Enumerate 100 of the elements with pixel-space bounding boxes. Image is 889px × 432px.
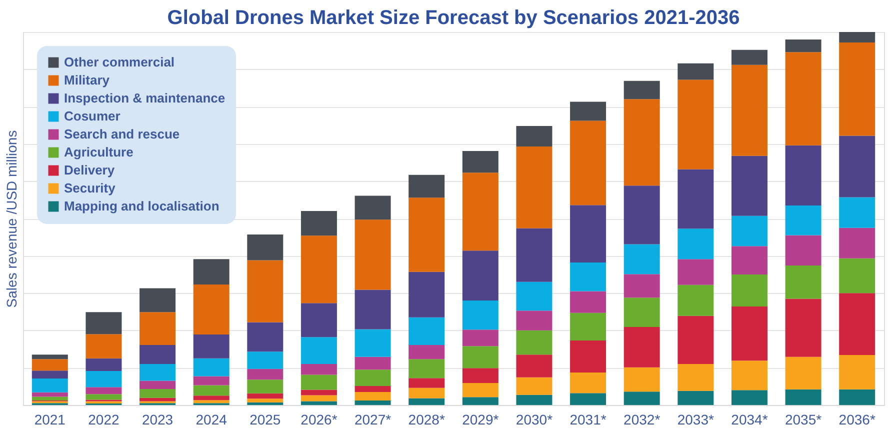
bar	[193, 376, 230, 386]
bar	[32, 354, 68, 360]
bar	[140, 312, 176, 345]
legend-label: Search and rescue	[64, 126, 180, 142]
bar	[408, 174, 445, 198]
bar	[624, 99, 660, 186]
bar	[193, 334, 230, 358]
bar	[408, 344, 445, 360]
bar	[678, 228, 714, 260]
x-tick-label: 2027*	[354, 412, 392, 428]
x-tick-label: 2029*	[462, 412, 500, 428]
bar	[570, 262, 606, 292]
bar	[193, 358, 230, 376]
bar	[731, 50, 768, 65]
bar	[839, 258, 876, 294]
bar	[678, 364, 714, 391]
bar	[300, 337, 337, 364]
legend-label: Other commercial	[64, 54, 175, 70]
bar	[140, 380, 176, 389]
bar	[32, 396, 68, 401]
bar	[140, 398, 176, 402]
bar	[839, 42, 876, 136]
bar	[785, 52, 822, 146]
bar	[785, 205, 822, 236]
bar	[731, 390, 768, 405]
bar	[247, 322, 284, 352]
bar	[247, 368, 284, 380]
bar	[247, 380, 284, 394]
bar	[408, 317, 445, 345]
bar	[408, 398, 445, 405]
bar	[678, 80, 714, 170]
bar	[462, 397, 498, 405]
bar	[408, 388, 445, 398]
bar	[570, 205, 606, 263]
legend-label: Delivery	[64, 162, 116, 178]
bar	[624, 392, 660, 405]
chart-title: Global Drones Market Size Forecast by Scenarios 2021-2036	[167, 7, 740, 29]
x-tick-label: 2031*	[570, 412, 607, 428]
bar	[516, 310, 552, 330]
x-tick-label: 2026*	[300, 412, 338, 428]
bar	[731, 64, 768, 156]
bar	[354, 392, 391, 401]
legend-label: Security	[64, 180, 116, 196]
bar	[839, 355, 876, 390]
bar	[731, 360, 768, 390]
x-tick-label: 2034*	[731, 412, 768, 428]
bar	[570, 102, 606, 121]
bar	[624, 327, 660, 368]
bar	[624, 80, 660, 100]
bar	[839, 293, 876, 356]
bar	[731, 306, 768, 361]
bar	[570, 291, 606, 313]
bar	[354, 386, 391, 392]
bar	[678, 63, 714, 80]
bar	[86, 371, 122, 388]
bar	[624, 244, 660, 274]
bar	[678, 284, 714, 316]
x-tick-label: 2023	[142, 412, 174, 428]
bar	[32, 392, 68, 397]
bar	[839, 389, 876, 405]
bar	[300, 211, 337, 236]
bar	[785, 39, 822, 52]
bar	[462, 250, 498, 301]
x-tick-label: 2025	[250, 412, 281, 428]
x-tick-label: 2035*	[784, 412, 822, 428]
bar	[354, 196, 391, 220]
bar	[354, 356, 391, 370]
x-tick-label: 2024	[196, 412, 228, 428]
bar	[32, 370, 68, 379]
x-tick-label: 2030*	[516, 412, 554, 428]
bar	[86, 394, 122, 400]
bar	[247, 402, 284, 405]
x-tick-label: 2021	[34, 412, 66, 428]
bar	[570, 340, 606, 373]
bar	[516, 354, 552, 378]
bar	[247, 352, 284, 369]
bar	[140, 388, 176, 398]
legend-label: Inspection & maintenance	[64, 90, 226, 106]
legend-label: Mapping and localisation	[64, 198, 220, 214]
bar	[32, 359, 68, 371]
bar	[785, 389, 822, 405]
bar	[86, 312, 122, 334]
bar	[408, 198, 445, 272]
bar	[193, 400, 230, 404]
bar	[570, 120, 606, 206]
x-tick-label: 2033*	[677, 412, 715, 428]
bar	[516, 126, 552, 147]
bar	[839, 197, 876, 228]
bar	[624, 298, 660, 328]
bar	[785, 235, 822, 266]
bar	[462, 346, 498, 368]
bar	[140, 364, 176, 381]
bar	[247, 398, 284, 402]
bar	[624, 186, 660, 244]
bar	[408, 359, 445, 378]
bar	[678, 390, 714, 405]
x-tick-label: 2032*	[624, 412, 661, 428]
x-tick-label: 2036*	[838, 412, 876, 428]
bar	[300, 364, 337, 375]
bar	[839, 228, 876, 258]
